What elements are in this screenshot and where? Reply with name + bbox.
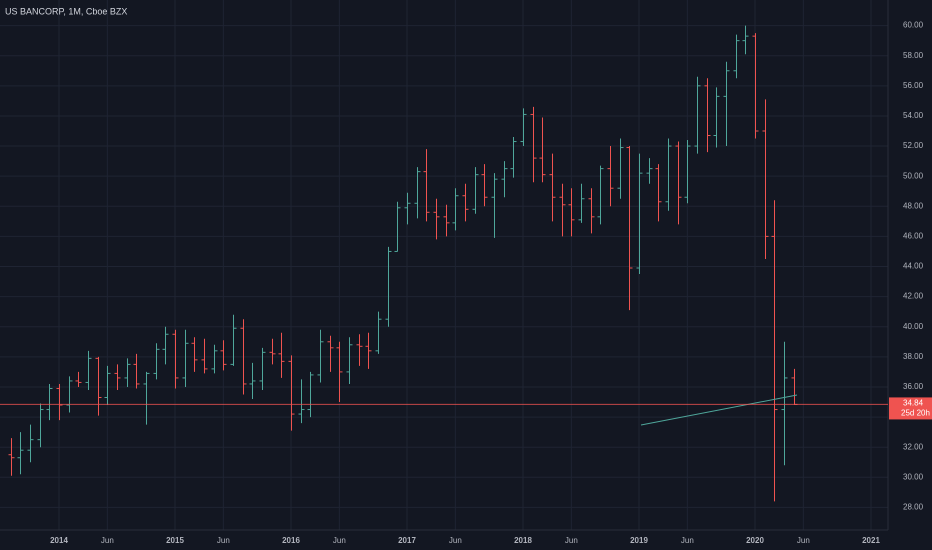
axes: 28.0030.0032.0034.0036.0038.0040.0042.00… [0,21,932,545]
x-tick-label: Jun [217,536,230,545]
x-tick-label: 2017 [398,536,416,545]
price-label-box [889,397,932,420]
y-tick-label: 50.00 [903,171,924,180]
x-tick-label: 2014 [50,536,68,545]
y-tick-label: 54.00 [903,111,924,120]
y-tick-label: 42.00 [903,292,924,301]
y-tick-label: 28.00 [903,503,924,512]
chart-title: US BANCORP, 1M, Cboe BZX [5,6,127,16]
y-tick-label: 32.00 [903,442,924,451]
y-tick-label: 60.00 [903,21,924,30]
y-tick-label: 30.00 [903,472,924,481]
x-tick-label: Jun [449,536,462,545]
trend-line[interactable] [640,394,798,426]
x-tick-label: 2016 [282,536,300,545]
x-tick-label: 2021 [862,536,880,545]
x-tick-label: Jun [681,536,694,545]
x-tick-label: Jun [333,536,346,545]
x-tick-label: 2019 [630,536,648,545]
bars [8,25,798,502]
y-tick-label: 46.00 [903,232,924,241]
y-tick-label: 56.00 [903,81,924,90]
countdown-label: 25d 20h [901,409,930,418]
y-tick-label: 44.00 [903,262,924,271]
x-tick-label: 2020 [746,536,764,545]
x-tick-label: Jun [101,536,114,545]
y-tick-label: 48.00 [903,201,924,210]
grid [0,0,888,530]
y-tick-label: 58.00 [903,51,924,60]
y-tick-label: 36.00 [903,382,924,391]
y-tick-label: 38.00 [903,352,924,361]
y-tick-label: 40.00 [903,322,924,331]
x-tick-label: Jun [797,536,810,545]
x-tick-label: 2015 [166,536,184,545]
price-label: 34.84 [903,399,924,408]
x-tick-label: 2018 [514,536,532,545]
y-tick-label: 52.00 [903,141,924,150]
x-tick-label: Jun [565,536,578,545]
